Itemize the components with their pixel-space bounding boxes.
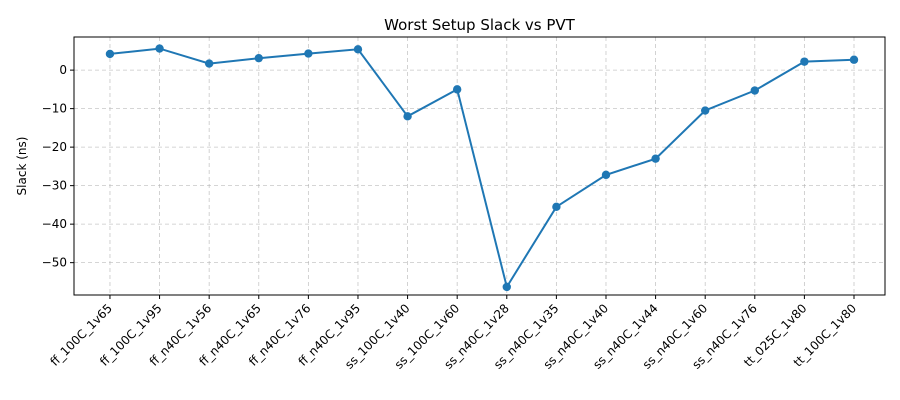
y-tick-label: −50 <box>42 256 67 270</box>
y-axis-label: Slack (ns) <box>15 137 29 196</box>
data-point <box>304 49 313 58</box>
data-point <box>502 282 511 292</box>
plot-frame <box>73 36 886 296</box>
data-point <box>254 53 263 63</box>
data-point <box>849 55 859 64</box>
data-point <box>750 86 759 95</box>
y-tick-label: −40 <box>42 217 67 231</box>
y-tick-label: −20 <box>42 140 67 154</box>
data-point <box>105 49 115 59</box>
data-point <box>552 202 561 212</box>
data-point <box>155 44 164 53</box>
data-point <box>353 45 363 54</box>
data-point <box>403 112 412 121</box>
data-point <box>452 85 462 94</box>
y-tick-label: −30 <box>42 179 67 193</box>
y-axis: 0 −10 −20 −30 −40 −50 <box>42 63 74 270</box>
chart-title: Worst Setup Slack vs PVT <box>384 16 576 34</box>
data-point <box>800 57 809 66</box>
data-point <box>651 154 660 163</box>
series-points <box>105 44 859 292</box>
data-point <box>601 170 611 180</box>
y-tick-label: −10 <box>42 102 67 116</box>
data-point <box>204 59 214 68</box>
grid <box>74 37 885 295</box>
x-axis: ff_100C_1v65ff_100C_1v95ff_n40C_1v56ff_n… <box>48 295 859 372</box>
y-tick-label: 0 <box>59 63 67 77</box>
data-point <box>700 106 710 115</box>
series-line <box>109 47 855 290</box>
